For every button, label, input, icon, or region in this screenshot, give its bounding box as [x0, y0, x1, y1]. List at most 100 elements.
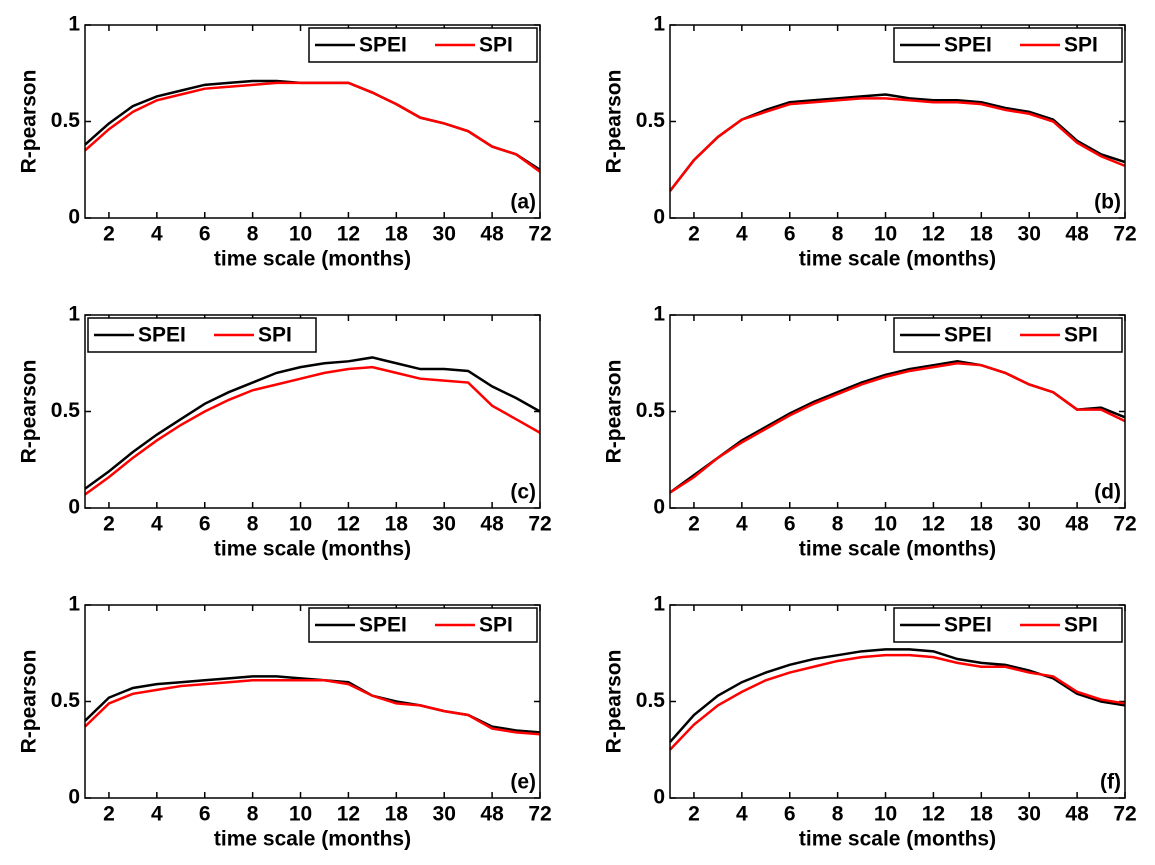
x-tick-label: 10	[874, 803, 897, 826]
panel-label: (d)	[1094, 481, 1121, 504]
x-tick-label: 10	[874, 223, 897, 246]
x-axis-label: time scale (months)	[214, 248, 411, 271]
series-line	[84, 81, 541, 173]
y-tick-label: 0.5	[636, 109, 666, 132]
x-tick-label: 4	[151, 803, 163, 826]
y-axis-label: R-pearson	[603, 70, 626, 174]
x-tick-label: 2	[688, 513, 700, 536]
x-tick-label: 30	[1018, 513, 1041, 536]
x-tick-label: 18	[970, 803, 994, 826]
x-axis-label: time scale (months)	[214, 538, 411, 561]
series-line	[669, 648, 1126, 743]
x-tick-label: 8	[832, 223, 844, 246]
x-tick-label: 48	[480, 223, 504, 246]
x-tick-label: 12	[337, 803, 360, 826]
legend-label: SPI	[1064, 34, 1098, 57]
x-tick-label: 72	[1113, 513, 1136, 536]
legend-label: SPI	[1064, 324, 1098, 347]
x-tick-label: 30	[433, 513, 456, 536]
y-tick-label: 1	[68, 13, 80, 36]
x-tick-label: 30	[1018, 803, 1041, 826]
y-tick-label: 1	[68, 303, 80, 326]
y-axis-label: R-pearson	[18, 360, 41, 464]
y-tick-label: 0.5	[51, 689, 81, 712]
x-axis-label: time scale (months)	[799, 828, 996, 851]
x-tick-label: 12	[922, 803, 945, 826]
x-tick-label: 6	[784, 803, 796, 826]
axes-box	[669, 314, 1126, 509]
x-tick-label: 72	[1113, 803, 1136, 826]
legend-label: SPEI	[359, 34, 407, 57]
x-tick-label: 30	[433, 803, 456, 826]
series-line	[669, 97, 1126, 192]
x-tick-label: 18	[385, 513, 409, 536]
x-tick-label: 48	[1065, 803, 1089, 826]
x-tick-label: 4	[736, 513, 748, 536]
panel-label: (b)	[1094, 191, 1121, 214]
x-tick-label: 12	[337, 513, 360, 536]
legend-label: SPEI	[944, 324, 992, 347]
y-axis-label: R-pearson	[18, 70, 41, 174]
x-tick-label: 48	[1065, 223, 1089, 246]
x-tick-label: 4	[151, 513, 163, 536]
axes-box	[669, 604, 1126, 799]
y-tick-label: 1	[653, 13, 665, 36]
x-tick-label: 6	[784, 513, 796, 536]
x-tick-label: 12	[922, 223, 945, 246]
legend-label: SPEI	[944, 614, 992, 637]
x-tick-label: 6	[784, 223, 796, 246]
legend-label: SPI	[258, 324, 292, 347]
x-tick-label: 10	[874, 513, 897, 536]
x-tick-label: 72	[528, 803, 551, 826]
x-tick-label: 6	[199, 223, 211, 246]
x-tick-label: 6	[199, 803, 211, 826]
y-tick-label: 0.5	[51, 109, 81, 132]
x-tick-label: 2	[688, 803, 700, 826]
x-tick-label: 8	[247, 223, 259, 246]
x-tick-label: 48	[1065, 513, 1089, 536]
x-tick-label: 2	[103, 223, 115, 246]
x-tick-label: 10	[289, 803, 312, 826]
panel-label: (f)	[1100, 771, 1121, 794]
y-tick-label: 0	[653, 496, 665, 519]
series-line	[84, 365, 541, 496]
legend-label: SPI	[479, 34, 513, 57]
x-tick-label: 10	[289, 223, 312, 246]
x-tick-label: 4	[736, 223, 748, 246]
y-tick-label: 0	[653, 786, 665, 809]
y-axis-label: R-pearson	[603, 360, 626, 464]
x-tick-label: 72	[1113, 223, 1136, 246]
panel-label: (a)	[510, 191, 536, 214]
legend-label: SPEI	[944, 34, 992, 57]
panel-label: (e)	[510, 771, 536, 794]
legend-label: SPEI	[359, 614, 407, 637]
y-tick-label: 1	[653, 593, 665, 616]
legend-label: SPI	[479, 614, 513, 637]
series-line	[84, 679, 541, 736]
y-tick-label: 0.5	[51, 399, 81, 422]
x-tick-label: 8	[832, 803, 844, 826]
panel-label: (c)	[510, 481, 536, 504]
y-axis-label: R-pearson	[18, 650, 41, 754]
axes-box	[84, 24, 541, 219]
x-tick-label: 18	[385, 223, 409, 246]
axes-box	[84, 314, 541, 509]
y-tick-label: 0.5	[636, 689, 666, 712]
x-tick-label: 72	[528, 513, 551, 536]
x-axis-label: time scale (months)	[799, 248, 996, 271]
x-tick-label: 18	[385, 803, 409, 826]
x-tick-label: 18	[970, 513, 994, 536]
x-tick-label: 2	[103, 803, 115, 826]
x-tick-label: 12	[337, 223, 360, 246]
x-tick-label: 30	[433, 223, 456, 246]
y-axis-label: R-pearson	[603, 650, 626, 754]
x-tick-label: 12	[922, 513, 945, 536]
axes-box	[84, 604, 541, 799]
axes-box	[669, 24, 1126, 219]
x-axis-label: time scale (months)	[799, 538, 996, 561]
y-tick-label: 0	[653, 206, 665, 229]
x-tick-label: 72	[528, 223, 551, 246]
series-line	[669, 653, 1126, 751]
x-tick-label: 2	[103, 513, 115, 536]
